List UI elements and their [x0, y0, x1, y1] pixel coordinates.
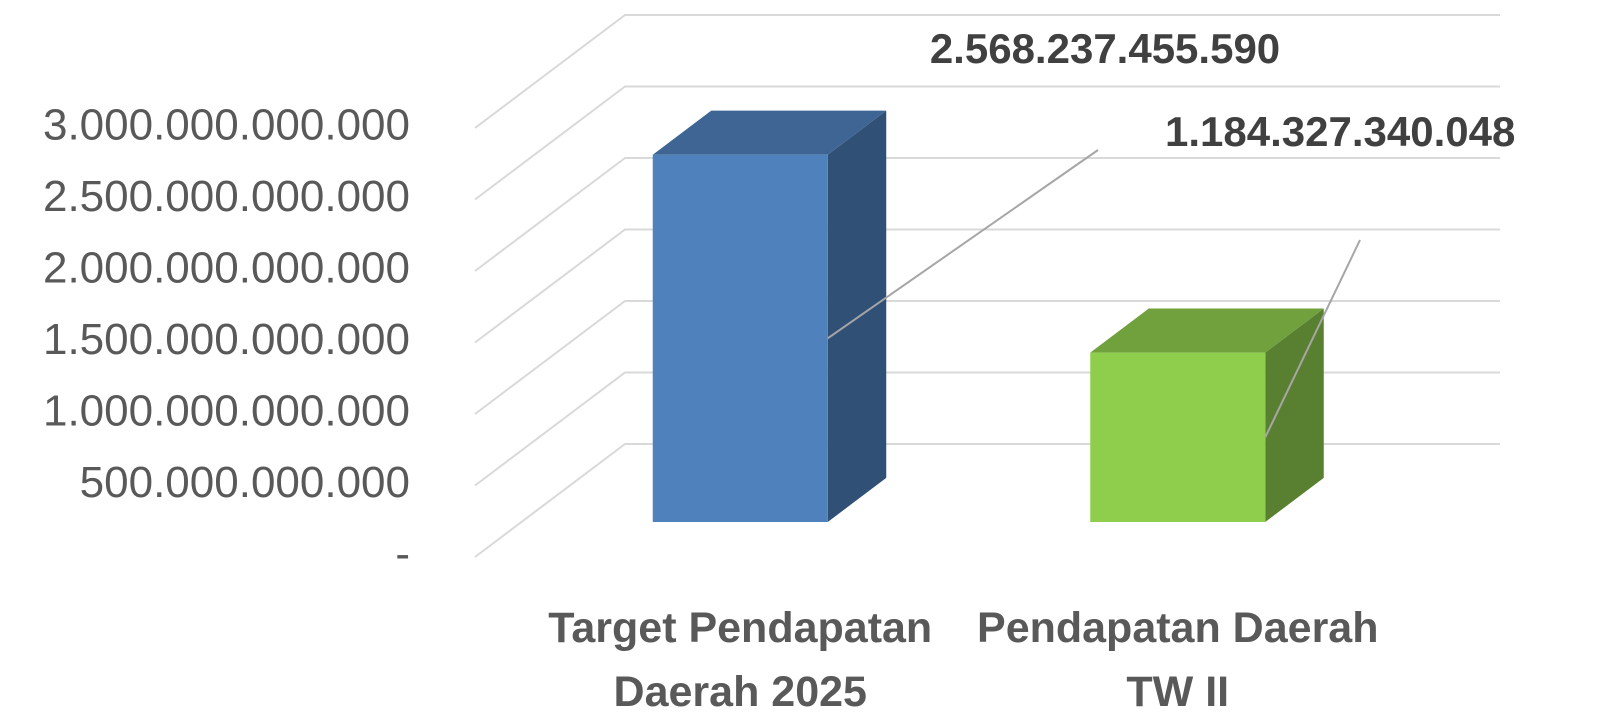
- bar-top: [1090, 308, 1324, 353]
- leader-line: [1264, 239, 1361, 438]
- y-tick-label: 3.000.000.000.000: [43, 101, 410, 150]
- y-tick-label: -: [395, 530, 410, 579]
- y-tick-label: 500.000.000.000: [80, 458, 410, 507]
- grid-line: [474, 300, 1500, 415]
- grid-line: [474, 443, 1500, 558]
- grid-line: [474, 228, 1500, 344]
- y-tick-label: 2.500.000.000.000: [43, 172, 410, 221]
- y-tick-label: 1.500.000.000.000: [43, 315, 410, 364]
- bar-top: [652, 110, 887, 155]
- bar-front: [652, 154, 828, 522]
- bar-side: [827, 110, 887, 522]
- grid-line: [474, 371, 1500, 487]
- x-tick-label: Pendapatan Daerah TW II: [977, 604, 1379, 716]
- y-tick-label: 1.000.000.000.000: [43, 387, 410, 436]
- bar-front: [1090, 352, 1266, 522]
- x-tick-label: Target Pendapatan Daerah 2025: [548, 604, 933, 716]
- grid-line: [474, 14, 1500, 129]
- y-tick-label: 2.000.000.000.000: [43, 244, 410, 293]
- grid-line: [474, 157, 1500, 272]
- data-label: 2.568.237.455.590: [930, 25, 1280, 72]
- leader-line: [827, 149, 1099, 340]
- grid-line: [474, 85, 1500, 201]
- bar-side: [1265, 308, 1324, 522]
- data-label: 1.184.327.340.048: [1165, 108, 1515, 155]
